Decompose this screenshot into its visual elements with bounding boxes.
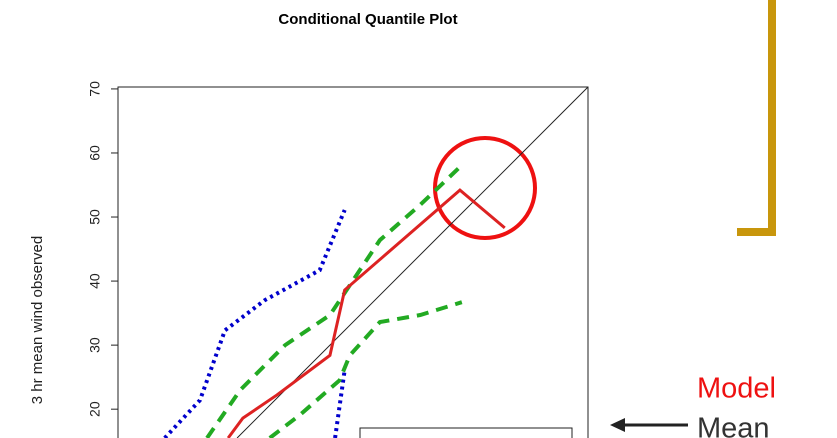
y-tick-label: 60 <box>87 145 103 161</box>
y-tick-label: 40 <box>87 273 103 289</box>
chart-title: Conditional Quantile Plot <box>278 11 457 28</box>
annotation: Model <box>697 373 776 405</box>
y-tick-label: 30 <box>87 337 103 353</box>
annotation: Mean <box>697 413 770 438</box>
legend-box <box>359 427 573 438</box>
series-line <box>205 163 464 438</box>
series-line <box>333 369 347 438</box>
series-line <box>226 188 506 438</box>
plot-frame <box>117 86 589 438</box>
y-tick-label: 70 <box>87 81 103 97</box>
y-tick-label: 20 <box>87 401 103 417</box>
bracket <box>737 0 776 236</box>
series-line <box>268 300 463 438</box>
series-line <box>163 209 347 438</box>
y-tick-label: 50 <box>87 209 103 225</box>
highlight-circle <box>433 136 537 240</box>
y-axis-label: 3 hr mean wind observed <box>29 236 46 404</box>
arrow-head <box>610 418 625 432</box>
